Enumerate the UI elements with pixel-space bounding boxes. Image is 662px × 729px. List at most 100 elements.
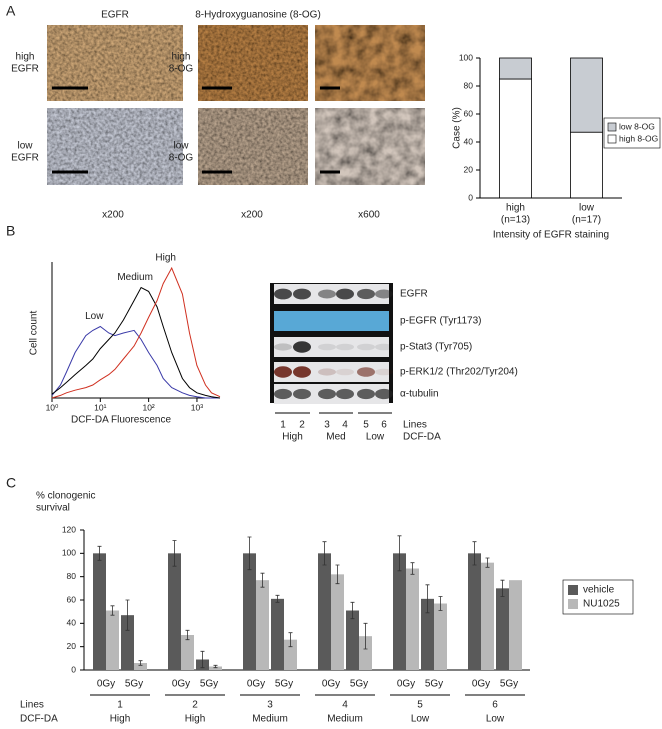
y-tick-label: 80	[464, 80, 474, 90]
error-bar	[110, 605, 115, 616]
row-label: 8-OG	[169, 153, 194, 164]
lane-label: 6	[381, 420, 387, 431]
bar-segment	[570, 57, 603, 133]
protein-label: p-ERK1/2 (Thr202/Tyr204)	[400, 367, 518, 378]
y-tick-label: 100	[62, 548, 76, 558]
lane-label: 5	[363, 420, 369, 431]
y-tick-label: 40	[67, 618, 77, 628]
bar-segment	[499, 78, 532, 199]
y-tick-label: 120	[62, 524, 76, 534]
row-label: DCF-DA	[403, 432, 441, 443]
blot-band	[336, 288, 354, 300]
y-tick-label: 60	[464, 108, 474, 118]
row-label: high	[16, 52, 35, 63]
blot-band	[336, 368, 354, 376]
legend-label: high 8-OG	[619, 133, 658, 143]
micrograph	[47, 25, 183, 101]
group-label: 4	[342, 700, 348, 711]
blot-band	[293, 388, 311, 400]
error-bar	[213, 664, 218, 669]
blot-band	[375, 343, 393, 351]
blot-band	[318, 368, 336, 376]
column-title: 8-Hydroxyguanosine (8-OG)	[195, 10, 321, 21]
group-label: Low	[366, 432, 385, 443]
row-label: Lines	[403, 420, 427, 431]
y-axis-label: Cell count	[29, 311, 40, 356]
error-bar	[247, 536, 252, 571]
y-tick-label: 100	[459, 52, 473, 62]
blot-band	[293, 341, 311, 353]
panel-label: B	[6, 223, 15, 239]
error-bar	[425, 584, 430, 614]
legend-label: vehicle	[583, 585, 615, 596]
row-label: Lines	[20, 700, 44, 711]
error-bar	[200, 650, 205, 669]
legend-swatch	[607, 134, 617, 144]
bar	[393, 553, 406, 670]
bar	[121, 615, 134, 670]
y-tick-label: 20	[464, 164, 474, 174]
group-label: 3	[267, 700, 273, 711]
blot-band	[357, 343, 375, 351]
bar	[481, 562, 494, 670]
x-tick-label: 0Gy	[172, 679, 190, 690]
error-bar	[335, 564, 340, 585]
legend-swatch	[607, 122, 617, 132]
error-bar	[410, 562, 415, 575]
y-axis-label: % clonogenic	[36, 491, 95, 502]
group-label: Low	[486, 714, 505, 725]
blot-band	[293, 366, 311, 378]
row-label: EGFR	[11, 153, 39, 164]
x-tick-note: (n=17)	[572, 215, 601, 226]
bar	[331, 574, 344, 670]
group-label: Med	[326, 432, 345, 443]
error-bar	[125, 599, 130, 631]
y-tick-label: 60	[67, 594, 77, 604]
blot-band	[318, 343, 336, 351]
row-label: DCF-DA	[20, 714, 58, 725]
error-bar	[472, 541, 477, 566]
blot-band	[293, 288, 311, 300]
error-bar	[397, 535, 402, 572]
protein-label: EGFR	[400, 289, 428, 300]
micrograph	[315, 25, 425, 101]
series-label: High	[155, 253, 176, 264]
bar	[256, 580, 269, 670]
group-label: 5	[417, 700, 423, 711]
bar	[434, 603, 447, 670]
x-tick-label: 0Gy	[322, 679, 340, 690]
x-axis-label: Intensity of EGFR staining	[493, 230, 609, 241]
group-label: High	[282, 432, 303, 443]
y-tick-label: 0	[468, 192, 473, 202]
bar	[168, 553, 181, 670]
protein-label: α-tubulin	[400, 389, 439, 400]
error-bar	[350, 601, 355, 620]
error-bar	[485, 557, 490, 568]
bar	[346, 610, 359, 670]
blot: EGFR p-EGFR (Tyr1173) p-Stat3 (Tyr705) p-ER…	[274, 284, 518, 404]
legend-swatch	[568, 599, 578, 609]
group-label: 1	[117, 700, 123, 711]
bar	[406, 568, 419, 670]
series-label: Medium	[117, 272, 153, 283]
x-tick-label: high	[506, 203, 525, 214]
protein-label: p-Stat3 (Tyr705)	[400, 342, 472, 353]
blot-band	[357, 288, 375, 300]
group-label: 2	[192, 700, 198, 711]
error-bar	[438, 596, 443, 611]
micrograph	[198, 25, 308, 101]
blot-band	[357, 388, 375, 400]
bar	[93, 553, 106, 670]
magnification: x600	[358, 210, 380, 221]
panel-label: C	[6, 475, 16, 491]
y-tick-label: 20	[67, 641, 77, 651]
line-series	[51, 266, 221, 399]
x-tick-label: low	[579, 203, 595, 214]
series-label: Low	[85, 311, 104, 322]
magnification: x200	[241, 210, 263, 221]
magnification: x200	[102, 210, 124, 221]
bar	[496, 588, 509, 670]
y-tick-label: 80	[67, 571, 77, 581]
error-bar	[260, 572, 265, 588]
x-tick-label: 5Gy	[425, 679, 443, 690]
